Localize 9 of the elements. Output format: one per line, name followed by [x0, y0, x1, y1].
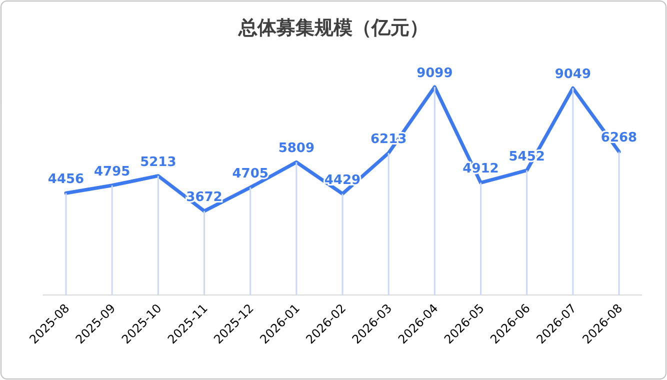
data-label: 9049	[554, 67, 592, 82]
data-label: 4456	[48, 172, 84, 188]
data-label: 5809	[278, 141, 315, 156]
data-label: 4705	[232, 166, 268, 182]
data-label: 5213	[140, 154, 176, 170]
data-label: 9099	[416, 66, 453, 81]
data-label: 4795	[94, 164, 130, 180]
chart-title: 总体募集规模（亿元）	[238, 17, 428, 39]
data-label: 3672	[186, 190, 222, 206]
